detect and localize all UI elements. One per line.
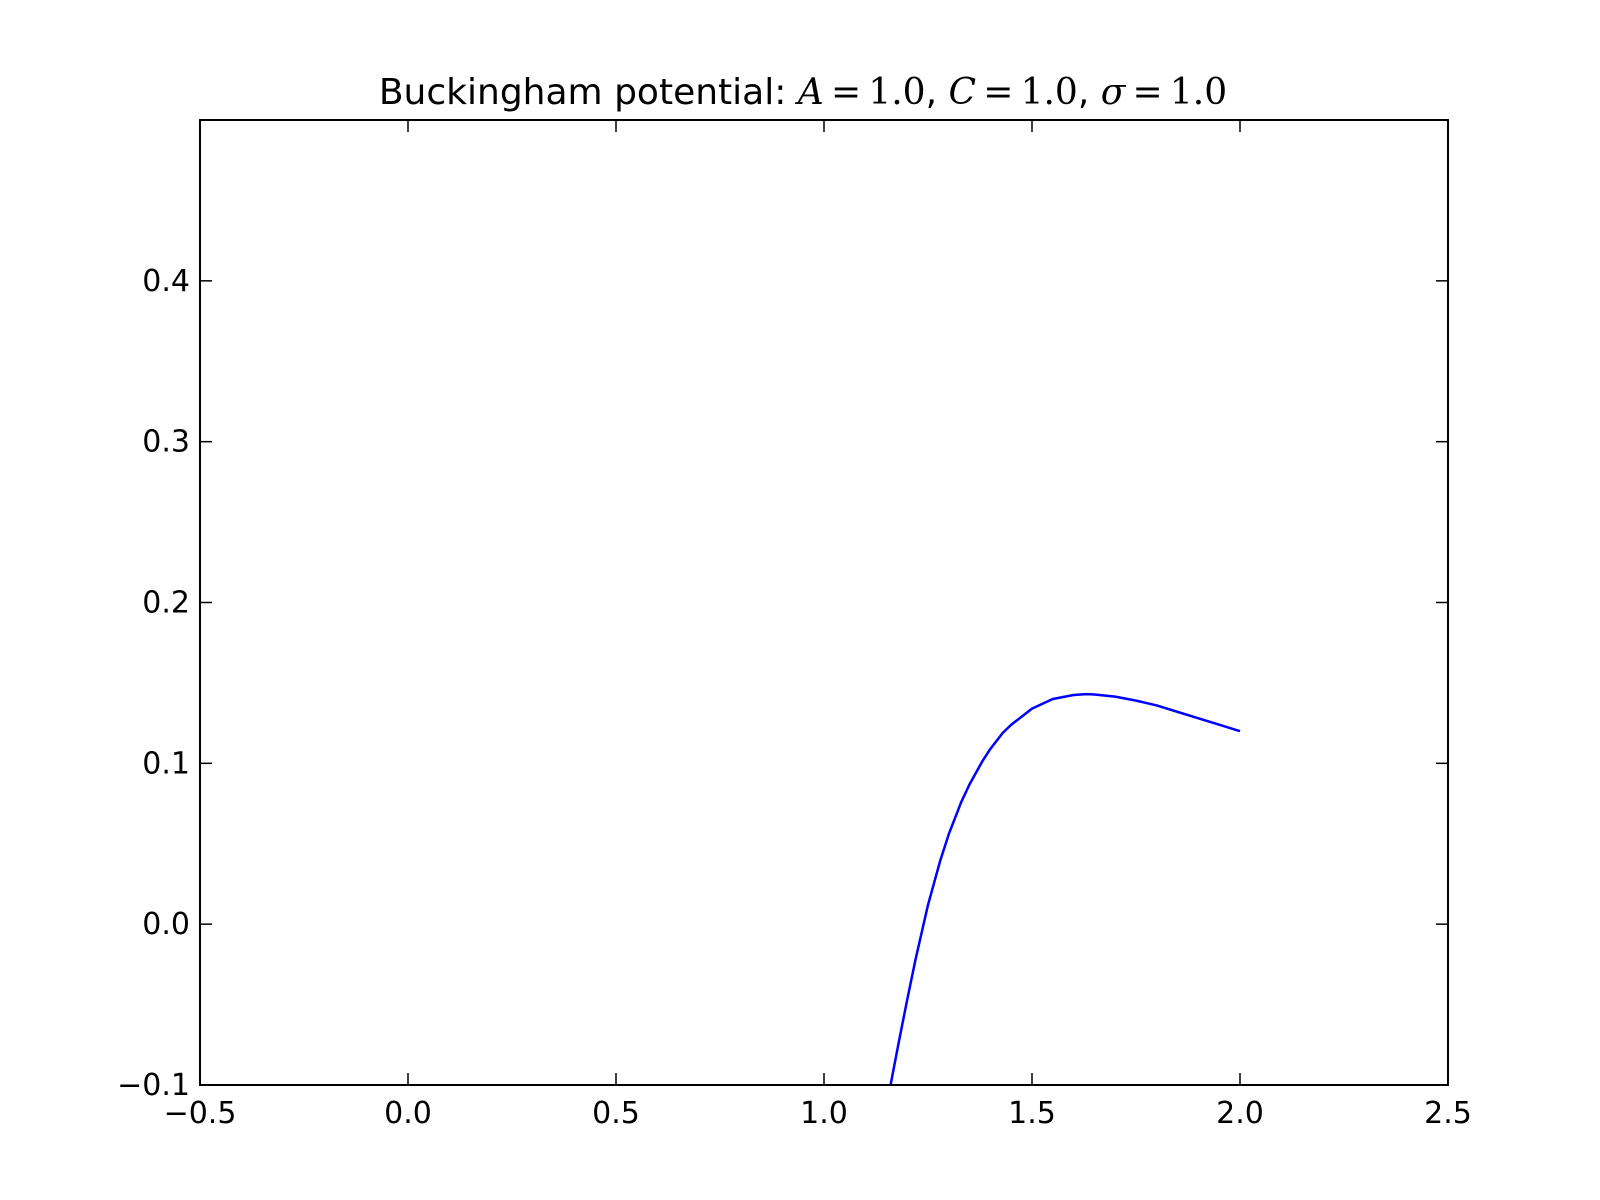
title-param-value: 1.0 [868,72,925,113]
title-param-symbol: C [948,72,976,113]
series-line [889,692,1241,1086]
y-tick-label: 0.1 [142,746,190,781]
x-tick-label: 2.0 [1216,1096,1264,1131]
y-tick-label: 0.3 [142,425,190,460]
title-param-equals: = [976,72,1021,113]
x-tick-label: −0.5 [164,1096,237,1131]
y-tick-label: −0.1 [117,1068,190,1103]
title-prefix: Buckingham potential: [379,72,798,113]
title-param-equals: = [824,72,869,113]
title-param-symbol: σ [1101,72,1127,113]
ticks-layer [199,120,1449,1086]
y-tick-label: 0.4 [142,264,190,299]
x-tick-label: 0.5 [592,1096,640,1131]
title-param-symbol: A [795,72,824,113]
x-tick-label: 0.0 [384,1096,432,1131]
x-tick-label: 1.5 [1008,1096,1056,1131]
plot-frame [199,119,1449,1086]
x-tick-label: 2.5 [1424,1096,1472,1131]
y-tick-label: 0.2 [142,586,190,621]
y-tick-label: 0.0 [142,907,190,942]
title-separator: , [1078,72,1101,113]
chart-title: Buckingham potential: A = 1.0, C = 1.0, … [379,72,1227,113]
title-param-value: 1.0 [1021,72,1078,113]
y-tick-labels: −0.1 0.0 0.1 0.2 0.3 0.4 [117,264,190,1103]
title-param-value: 1.0 [1170,72,1227,113]
x-tick-label: 1.0 [800,1096,848,1131]
title-separator: , [926,72,949,113]
x-tick-labels: −0.5 0.0 0.5 1.0 1.5 2.0 2.5 [164,1096,1472,1131]
series-layer [889,692,1241,1086]
title-param-equals: = [1125,72,1170,113]
